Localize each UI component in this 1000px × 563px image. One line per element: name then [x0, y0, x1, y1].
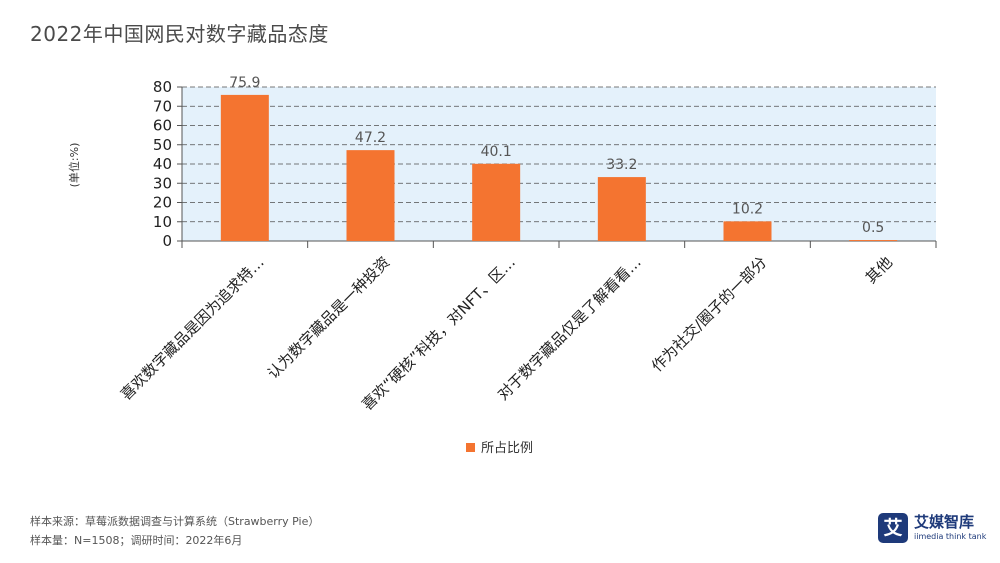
category-label: 作为社交/圈子的一部分: [648, 253, 770, 375]
logo: 艾 艾媒智库 iimedia think tank: [878, 513, 986, 545]
y-tick-label: 0: [162, 232, 172, 250]
y-tick-label: 20: [153, 194, 172, 212]
data-label: 0.5: [862, 220, 884, 236]
y-axis-label: (单位:%): [67, 143, 81, 188]
y-tick-label: 70: [153, 97, 172, 115]
bar: [220, 94, 269, 241]
bars: [220, 94, 898, 241]
category-label: 对于数字藏品仅是了解看看…: [494, 253, 645, 404]
data-label: 40.1: [481, 144, 512, 160]
x-axis-ticks: [181, 241, 937, 248]
gridlines: [182, 86, 936, 223]
sample-line: 样本量：N=1508；调研时间：2022年6月: [30, 534, 243, 547]
logo-name: 艾媒智库: [914, 513, 975, 531]
bar: [723, 221, 772, 241]
bar: [849, 240, 898, 241]
source-line: 样本来源：草莓派数据调查与计算系统（Strawberry Pie）: [30, 515, 320, 528]
bar: [472, 163, 521, 241]
bar: [346, 150, 395, 241]
data-label: 33.2: [606, 157, 637, 173]
data-label: 47.2: [355, 130, 386, 146]
data-label: 10.2: [732, 201, 763, 217]
legend: 所占比例: [466, 441, 533, 456]
category-labels: 喜欢数字藏品是因为追求特…认为数字藏品是一种投资喜欢“硬核”科技，对NFT、区……: [117, 253, 896, 414]
data-labels: 75.9 47.2 40.1 33.2 10.2 0.5: [229, 75, 884, 236]
y-tick-label: 60: [153, 117, 172, 135]
legend-swatch: [466, 443, 475, 452]
y-tick-label: 10: [153, 213, 172, 231]
logo-mark: 艾: [878, 513, 908, 543]
legend-label: 所占比例: [481, 441, 533, 456]
y-tick-label: 30: [153, 174, 172, 192]
y-tick-label: 50: [153, 136, 172, 154]
bar: [597, 177, 646, 241]
category-label: 认为数字藏品是一种投资: [264, 253, 393, 382]
logo-subtitle: iimedia think tank: [914, 532, 987, 541]
category-label: 其他: [862, 253, 896, 287]
y-tick-label: 80: [153, 78, 172, 96]
source-note: 样本来源：草莓派数据调查与计算系统（Strawberry Pie） 样本量：N=…: [30, 512, 319, 550]
data-label: 75.9: [229, 75, 260, 91]
y-tick-label: 40: [153, 155, 172, 173]
chart-title: 2022年中国网民对数字藏品态度: [30, 22, 329, 46]
category-label: 喜欢数字藏品是因为追求特…: [117, 253, 268, 404]
